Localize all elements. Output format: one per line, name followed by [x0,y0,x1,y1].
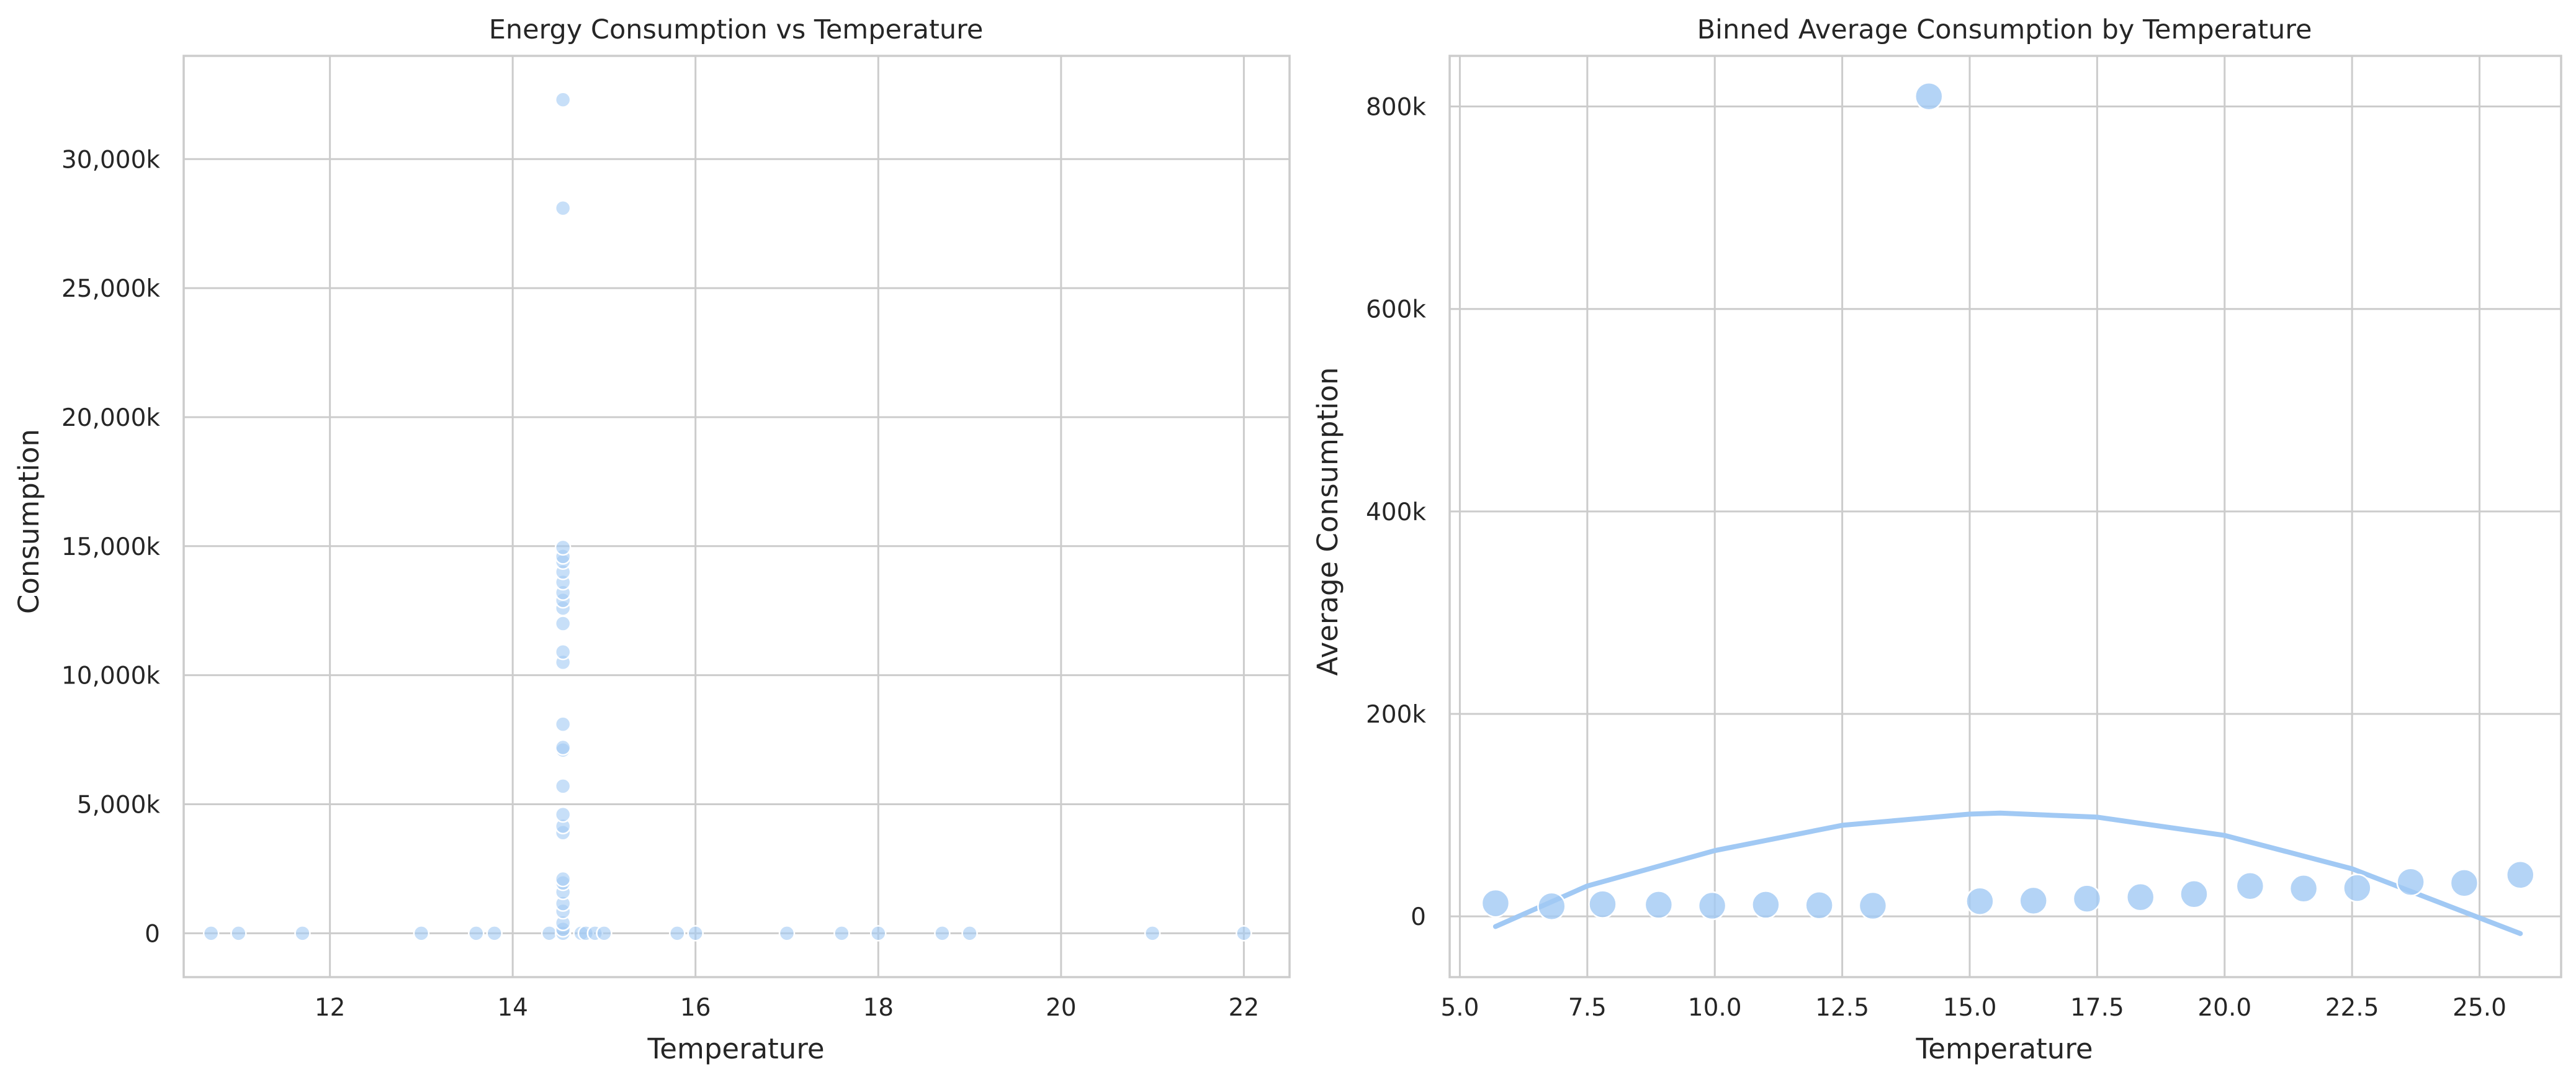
chart-title: Energy Consumption vs Temperature [489,14,984,45]
data-point [596,925,613,942]
gridlines [1450,56,2561,977]
data-point [554,91,572,108]
data-point [554,200,572,217]
data-point [1805,890,1834,920]
y-tick-label: 0 [145,920,160,948]
data-point [554,778,572,795]
x-tick-label: 22.5 [2325,994,2379,1022]
data-point [2235,871,2265,901]
x-tick-label: 5.0 [1440,994,1479,1022]
data-point [230,925,247,942]
x-tick-label: 12 [315,994,346,1022]
x-tick-label: 10.0 [1688,994,1742,1022]
x-axis-label: Temperature [647,1032,824,1065]
chart-title: Binned Average Consumption by Temperatur… [1697,14,2312,45]
x-tick-label: 20.0 [2197,994,2251,1022]
x-tick-label: 25.0 [2453,994,2506,1022]
data-point [1537,891,1566,921]
y-tick-label: 5,000k [77,791,161,819]
data-point [1914,81,1944,111]
data-point [669,925,686,942]
y-tick-label: 15,000k [61,533,160,561]
data-point [541,925,558,942]
y-axis-label: Average Consumption [1311,367,1344,675]
data-point [1697,891,1727,921]
data-point [294,925,311,942]
data-point [2072,884,2102,913]
y-axis-label: Consumption [12,429,45,614]
y-tick-label: 800k [1366,94,1426,122]
scatter-chart-left: Energy Consumption vs Temperature Temper… [12,14,1291,1065]
data-point [2343,873,2372,903]
data-point [202,925,220,942]
x-tick-label: 17.5 [2070,994,2124,1022]
data-point [870,925,887,942]
x-tick-label: 14 [497,994,528,1022]
data-point [554,870,572,888]
x-tick-label: 16 [680,994,711,1022]
data-point [687,925,704,942]
y-tick-label: 30,000k [61,146,160,174]
gridlines [184,56,1290,977]
data-point [2179,880,2209,909]
data-point [554,716,572,733]
data-point [554,739,572,756]
y-tick-label: 20,000k [61,404,160,432]
fit-curve-line [1492,810,2523,936]
data-point [486,925,503,942]
y-tick-label: 10,000k [61,662,160,690]
x-tick-label: 7.5 [1568,994,1607,1022]
x-tick-label: 22 [1229,994,1260,1022]
y-tick-label: 0 [1411,903,1426,931]
data-point [2125,882,2155,912]
data-point [2289,874,2318,903]
data-point [833,925,850,942]
x-tick-label: 20 [1046,994,1077,1022]
data-point [1751,890,1780,919]
data-point [1965,886,1995,916]
data-point [2019,886,2048,916]
data-point [413,925,430,942]
y-tick-label: 600k [1366,296,1426,324]
data-point [554,539,572,556]
y-tick-label: 25,000k [61,275,160,303]
data-point [554,806,572,823]
data-point [2506,860,2535,890]
data-point [2449,868,2479,898]
plot-frame [182,55,1291,978]
data-point [1588,890,1617,919]
y-tick-label: 400k [1366,498,1426,526]
data-point [778,925,796,942]
data-point [934,925,951,942]
x-axis-label: Temperature [1915,1032,2093,1065]
data-point [1644,890,1674,919]
x-tick-label: 15.0 [1943,994,1997,1022]
plot-frame [1448,55,2562,978]
data-points [1481,81,2535,921]
x-tick-label: 18 [863,994,894,1022]
data-point [554,643,572,661]
binned-scatter-chart-right: Binned Average Consumption by Temperatur… [1311,14,2562,1065]
data-point [1481,888,1510,918]
data-point [1236,925,1252,942]
data-point [1144,925,1161,942]
y-tick-label: 200k [1366,701,1426,729]
data-point [2396,867,2425,896]
data-point [1858,891,1888,921]
data-points [202,91,1252,942]
x-tick-label: 12.5 [1815,994,1869,1022]
data-point [468,925,485,942]
data-point [554,615,572,632]
data-point [961,925,978,942]
